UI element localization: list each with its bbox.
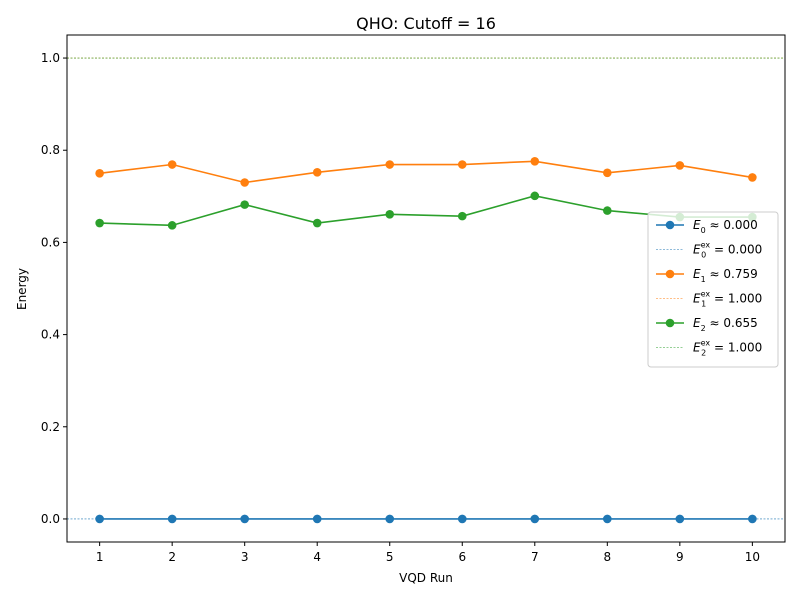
series-layer (95, 156, 757, 524)
x-tick-label: 10 (745, 550, 760, 564)
legend-label-value: ≈ 0.000 (706, 218, 758, 232)
y-tick-label: 0.8 (41, 143, 60, 157)
legend-label-sup: ex (701, 290, 711, 299)
x-axis: 1 2 3 4 5 6 7 8 9 10 (96, 542, 760, 564)
legend-label-symbol: E (693, 267, 701, 281)
series-1-point (748, 173, 757, 182)
x-tick-label: 8 (603, 550, 611, 564)
series-1-point (95, 168, 104, 178)
legend-swatch-marker (665, 269, 675, 279)
legend-label: E2 ≈ 0.655 (693, 316, 758, 333)
x-tick-label: 9 (676, 550, 684, 564)
series-line-1 (99, 160, 753, 184)
series-1-point (457, 160, 467, 169)
series-0-point (748, 514, 757, 524)
series-0-point (240, 514, 249, 524)
legend-label: E0 ≈ 0.000 (693, 218, 758, 235)
series-0-point (675, 514, 685, 524)
series-1-point (385, 160, 395, 169)
legend-label-symbol: E (693, 218, 701, 232)
legend-label-sub: 0 (701, 251, 706, 260)
series-2-point (95, 218, 104, 228)
series-1-point (240, 178, 249, 187)
y-tick-label: 0.0 (41, 512, 60, 526)
plot-frame (66, 34, 786, 543)
series-0-point (457, 514, 467, 524)
series-0-point (385, 514, 395, 524)
x-axis-title: VQD Run (399, 571, 453, 585)
legend-label-value: ≈ 0.655 (706, 316, 758, 330)
legend-label-value: = 0.000 (710, 243, 762, 257)
series-0-point (95, 514, 104, 524)
x-tick-label: 5 (386, 550, 394, 564)
legend-label-symbol: E (693, 316, 701, 330)
series-2-point (312, 218, 322, 228)
legend-label: Eex 1 = 1.000 (693, 290, 762, 309)
legend-label: Eex 2 = 1.000 (693, 339, 762, 358)
legend-box (647, 211, 779, 368)
x-tick-label: 2 (168, 550, 176, 564)
series-2-point (385, 209, 395, 219)
series-0-point (312, 514, 322, 524)
legend-label-value: = 1.000 (710, 341, 762, 355)
x-tick-label: 4 (313, 550, 321, 564)
legend-label-sub: 1 (701, 275, 706, 284)
series-2-point (457, 211, 467, 221)
legend-swatch-marker (665, 220, 675, 230)
legend-label-symbol: E (693, 292, 701, 306)
series-1-point (675, 161, 685, 170)
series-0-point (167, 514, 177, 524)
x-tick-label: 3 (241, 550, 249, 564)
series-1-point (530, 156, 540, 166)
legend-label-sub: 1 (701, 300, 706, 309)
y-tick-label: 0.6 (41, 235, 60, 249)
legend-label-sub: 2 (701, 349, 706, 358)
y-axis-title: Energy (15, 268, 29, 310)
y-tick-label: 1.0 (41, 51, 60, 65)
series-0-point (603, 514, 612, 524)
y-axis: 0.0 0.2 0.4 0.6 0.8 1.0 (41, 51, 67, 526)
series-1-point (167, 160, 177, 169)
legend-label-sub: 0 (701, 226, 706, 235)
series-line-2 (99, 195, 753, 227)
legend-label-value: ≈ 0.759 (706, 267, 758, 281)
x-tick-label: 6 (458, 550, 466, 564)
series-2-point (530, 191, 540, 201)
series-0-point (530, 514, 540, 524)
legend-label-sup: ex (701, 339, 711, 348)
x-tick-label: 1 (96, 550, 104, 564)
x-tick-label: 7 (531, 550, 539, 564)
legend-label: Eex 0 = 0.000 (693, 241, 762, 260)
series-2-point (167, 221, 177, 230)
legend-label-symbol: E (693, 243, 701, 257)
series-2-point (603, 206, 612, 215)
legend-label: E1 ≈ 0.759 (693, 267, 758, 284)
legend-label-symbol: E (693, 341, 701, 355)
chart-title: QHO: Cutoff = 16 (356, 14, 496, 33)
series-1-point (312, 168, 322, 177)
legend-label-value: = 1.000 (710, 292, 762, 306)
y-tick-label: 0.4 (41, 328, 60, 342)
series-2-point (240, 200, 249, 209)
legend-label-sub: 2 (701, 324, 706, 333)
y-tick-label: 0.2 (41, 420, 60, 434)
legend-label-sup: ex (701, 241, 711, 250)
series-1-point (603, 168, 612, 178)
legend-swatch-marker (665, 318, 675, 328)
